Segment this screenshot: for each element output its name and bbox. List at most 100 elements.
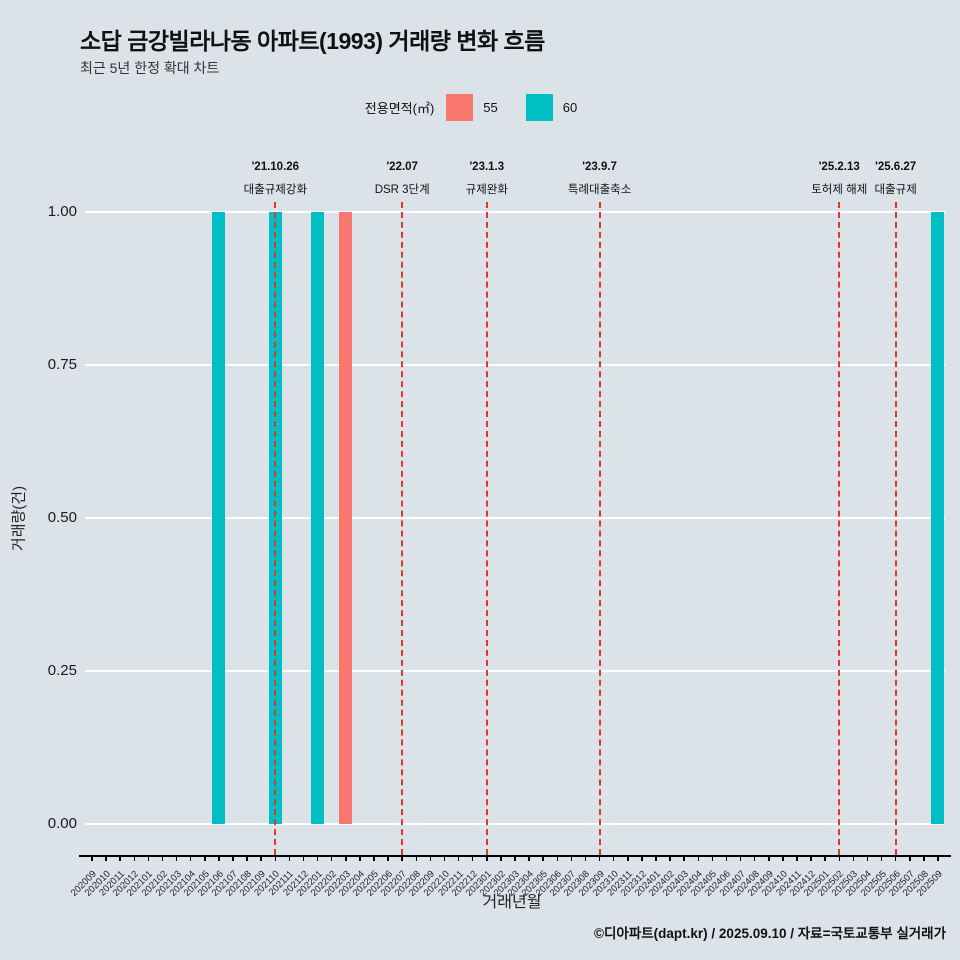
x-tick xyxy=(91,856,93,861)
event-label: 규제완화 xyxy=(465,184,508,196)
x-tick xyxy=(260,856,262,861)
event-line-202207 xyxy=(401,202,404,855)
event-line-202110 xyxy=(274,202,277,855)
x-tick xyxy=(373,856,375,861)
x-tick xyxy=(443,856,446,861)
gridline xyxy=(85,823,945,825)
x-tick xyxy=(725,856,728,861)
x-tick xyxy=(133,856,136,861)
x-tick xyxy=(711,856,714,861)
x-tick xyxy=(838,856,840,861)
bar-60-202509 xyxy=(931,212,945,824)
x-tick xyxy=(556,856,559,861)
event-date: '25.6.27 xyxy=(875,161,917,173)
x-tick xyxy=(457,856,460,861)
x-tick xyxy=(500,856,502,861)
event-date: '25.2.13 xyxy=(818,161,860,173)
legend-label-55: 55 xyxy=(483,99,498,115)
event-label: 대출규제강화 xyxy=(243,184,308,196)
event-line-202309 xyxy=(598,202,601,855)
bar-55-202203 xyxy=(339,212,353,824)
x-tick xyxy=(880,856,883,861)
x-tick xyxy=(894,856,897,861)
x-tick xyxy=(415,856,418,861)
x-tick xyxy=(768,856,770,861)
x-tick xyxy=(866,856,869,861)
x-tick xyxy=(246,856,248,861)
y-tick-label: 0.00 xyxy=(47,815,77,832)
event-label: 대출규제 xyxy=(874,184,917,196)
x-tick xyxy=(161,856,164,861)
x-tick xyxy=(147,856,150,861)
x-tick xyxy=(330,856,333,861)
x-tick xyxy=(528,856,530,861)
x-tick xyxy=(486,856,488,861)
x-tick xyxy=(796,856,798,861)
bar-60-202201 xyxy=(311,212,325,824)
legend-swatch-55 xyxy=(446,93,474,121)
x-tick xyxy=(683,856,685,861)
event-line-202502 xyxy=(838,202,841,855)
y-tick-label: 0.75 xyxy=(47,356,77,373)
x-tick xyxy=(401,856,403,861)
gridline xyxy=(85,517,945,519)
x-tick xyxy=(584,856,587,861)
x-tick xyxy=(105,856,107,861)
event-line-202506 xyxy=(894,202,897,855)
x-tick xyxy=(753,856,756,861)
x-tick xyxy=(598,856,601,861)
gridline xyxy=(85,364,945,366)
x-tick xyxy=(316,856,319,861)
x-tick xyxy=(669,856,671,861)
event-date: '22.07 xyxy=(386,161,418,173)
y-tick-label: 1.00 xyxy=(47,203,77,220)
x-tick xyxy=(641,856,643,861)
x-tick xyxy=(782,856,784,861)
gridline xyxy=(85,670,945,672)
x-tick xyxy=(387,856,389,861)
x-tick xyxy=(119,856,121,861)
legend-label-60: 60 xyxy=(562,99,578,115)
x-tick xyxy=(612,856,615,861)
event-date: '23.1.3 xyxy=(469,161,505,173)
x-tick xyxy=(175,856,178,861)
chart-subtitle: 최근 5년 한정 확대 차트 xyxy=(80,60,220,76)
x-tick xyxy=(739,856,742,861)
x-tick xyxy=(288,856,291,861)
x-tick xyxy=(471,856,474,861)
x-tick xyxy=(923,856,925,861)
x-axis-line xyxy=(79,855,951,857)
x-tick xyxy=(570,856,573,861)
x-tick xyxy=(302,856,305,861)
x-tick xyxy=(189,856,192,861)
x-tick xyxy=(218,856,220,861)
event-label: 토허제 해제 xyxy=(811,184,868,196)
event-date: '23.9.7 xyxy=(582,161,617,173)
x-tick xyxy=(937,856,939,861)
x-tick xyxy=(909,856,911,861)
event-date: '21.10.26 xyxy=(251,161,300,173)
x-tick xyxy=(655,856,657,861)
x-tick xyxy=(274,856,277,861)
gridline xyxy=(85,211,945,213)
x-tick xyxy=(824,856,826,861)
x-tick xyxy=(204,856,206,861)
x-tick xyxy=(810,856,812,861)
legend-title: 전용면적(㎡) xyxy=(364,100,435,116)
x-tick xyxy=(345,856,347,861)
event-line-202301 xyxy=(485,202,488,855)
event-label: 특례대출축소 xyxy=(567,184,632,196)
x-tick xyxy=(542,856,544,861)
y-tick-label: 0.25 xyxy=(47,662,77,679)
x-tick xyxy=(232,856,234,861)
x-tick xyxy=(429,856,432,861)
x-tick xyxy=(697,856,700,861)
x-tick xyxy=(359,856,361,861)
legend-swatch-60 xyxy=(525,93,553,121)
y-tick-label: 0.50 xyxy=(47,509,77,526)
x-tick xyxy=(514,856,516,861)
x-tick xyxy=(852,856,855,861)
event-label: DSR 3단계 xyxy=(374,184,430,196)
chart-title: 소답 금강빌라나동 아파트(1993) 거래량 변화 흐름 xyxy=(80,28,545,54)
